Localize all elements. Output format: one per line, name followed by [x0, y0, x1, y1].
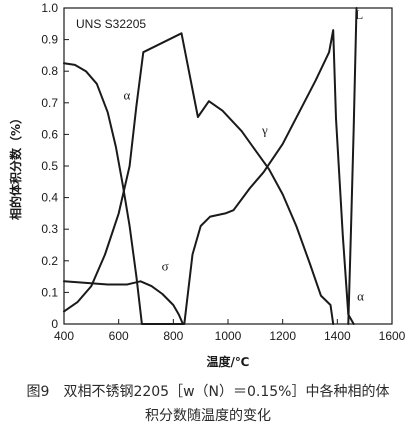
phase-curves: [63, 7, 358, 325]
y-axis-label: 相的体积分数（%）: [8, 112, 23, 220]
y-tick-label: 0.6: [41, 127, 58, 141]
x-tick-label: 1200: [269, 329, 296, 343]
x-tick-label: 1400: [324, 329, 351, 343]
curve-liquid: [347, 7, 358, 325]
y-tick-label: 0.4: [41, 191, 58, 205]
curve-sigma: [63, 280, 184, 325]
curve-alpha: [63, 29, 355, 325]
y-tick-label: 0.7: [41, 96, 58, 110]
caption-line-1: 图9 双相不锈钢2205［w（N）＝0.15%］中各种相的体: [26, 384, 390, 400]
x-tick-label: 400: [54, 329, 74, 343]
label-sigma: σ: [162, 258, 169, 273]
y-tick-label: 1.0: [41, 1, 58, 15]
x-tick-label: 1600: [379, 329, 406, 343]
y-tick-label: 0.5: [41, 159, 58, 173]
y-tick-label: 0: [51, 317, 58, 331]
x-tick-label: 1000: [215, 329, 242, 343]
curve-gamma: [63, 32, 335, 325]
y-tick-label: 0.3: [41, 222, 58, 236]
y-tick-label: 0.2: [41, 254, 58, 268]
caption-line-2: 积分数随温度的变化: [145, 408, 271, 424]
y-tick-label: 0.9: [41, 33, 58, 47]
figure-caption: 图9 双相不锈钢2205［w（N）＝0.15%］中各种相的体 积分数随温度的变化: [0, 380, 416, 428]
label-alpha: α: [123, 88, 130, 103]
curve-labels: α γ σ Lα: [123, 7, 364, 303]
phase-fraction-chart: 400 600 800 1000 1200 1400 1600 00.10.20.30.40…: [8, 1, 406, 369]
y-tick-label: 0.1: [41, 285, 58, 299]
label-gamma: γ: [261, 122, 268, 137]
alloy-designation: UNS S32205: [76, 17, 146, 31]
plot-frame: [63, 7, 393, 325]
y-tick-label: 0.8: [41, 64, 58, 78]
x-tick-labels: 400 600 800 1000 1200 1400 1600: [54, 329, 406, 343]
x-tick-label: 600: [109, 329, 129, 343]
y-tick-labels: 0 0.1 0.2 0.3 0.4 0.5 0.6 0.7 0.8 0.9 1.0: [41, 1, 58, 331]
x-tick-label: 800: [163, 329, 183, 343]
axis-ticks: [63, 7, 393, 325]
x-axis-label: 温度/℃: [207, 354, 250, 369]
label-alpha-high-temp: α: [357, 288, 364, 303]
label-liquid: L: [355, 7, 363, 22]
